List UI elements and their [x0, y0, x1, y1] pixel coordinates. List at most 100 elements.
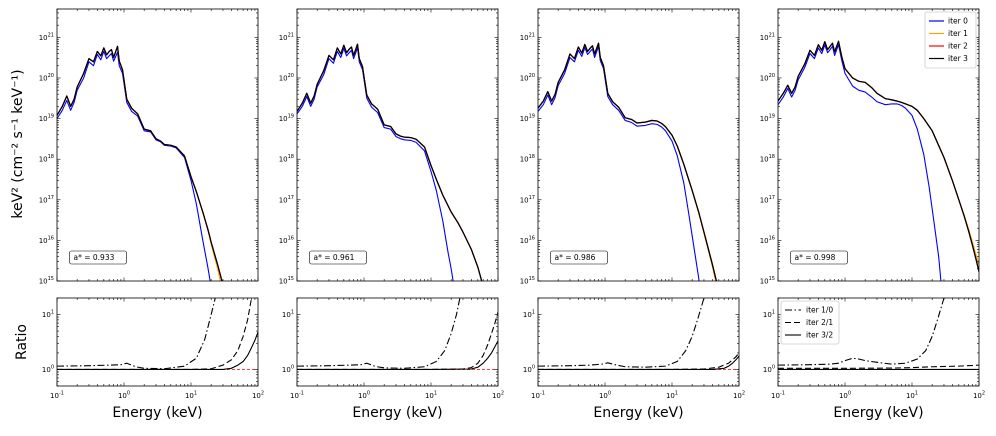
- y-tick-label: 1015: [279, 276, 294, 286]
- spectrum-plot-0: 1015 1016 1017 1018 1019 1020 1021 a* = 0.933: [39, 8, 259, 286]
- x-tick-label: 10-1: [290, 391, 304, 401]
- y-tick-label: 1019: [39, 114, 54, 124]
- plot-frame: [537, 8, 740, 282]
- ratio-line-iter-3-2: [538, 355, 739, 371]
- series-line-iter-2: [778, 40, 979, 272]
- plot-frame: [777, 8, 980, 282]
- x-tick-label: 100: [599, 391, 611, 401]
- y-tick-label: 101: [42, 310, 54, 320]
- legend-label: iter 0: [948, 17, 968, 26]
- ratio-line-iter-1-0: [778, 298, 945, 366]
- x-tick-label: 10-1: [771, 391, 785, 401]
- legend-label: iter 1/0: [806, 306, 833, 315]
- y-tick-label: 1021: [39, 32, 54, 42]
- legend-box: [924, 11, 977, 69]
- x-tick-label: 102: [973, 391, 985, 401]
- ylabel-bottom: Ratio: [14, 324, 30, 360]
- ratio-line-iter-2-1: [297, 312, 498, 371]
- y-tick-label: 1019: [520, 114, 535, 124]
- x-tick-label: 100: [118, 391, 130, 401]
- y-tick-label: 1020: [520, 73, 535, 83]
- ratio-plot-1: 10-1 100 101 102 100 101 Energy (keV): [282, 297, 504, 421]
- y-tick-label: 1019: [760, 114, 775, 124]
- ylabel-top: keV² (cm⁻² s⁻¹ keV⁻¹): [10, 69, 26, 218]
- ratio-series: [538, 298, 739, 371]
- x-tick-label: 102: [733, 391, 745, 401]
- y-tick-label: 1021: [520, 32, 535, 42]
- x-tick-label: 101: [666, 391, 678, 401]
- series-line-iter-0: [778, 44, 942, 281]
- spectrum-series: [778, 40, 979, 281]
- series-line-iter-1: [778, 40, 979, 265]
- y-tick-label: 101: [763, 310, 775, 320]
- y-tick-label: 1021: [279, 32, 294, 42]
- legend-label: iter 1: [948, 29, 968, 38]
- series-line-iter-2: [538, 42, 717, 281]
- y-tick-label: 101: [282, 310, 294, 320]
- plot-frame: [296, 297, 499, 387]
- spin-annotation: a* = 0.998: [790, 250, 848, 265]
- annotation-box: [69, 250, 127, 265]
- x-tick-label: 101: [906, 391, 918, 401]
- y-tick-label: 1017: [39, 195, 54, 205]
- y-tick-label: 1015: [39, 276, 54, 286]
- x-tick-label: 10-1: [50, 391, 64, 401]
- y-tick-label: 1020: [760, 73, 775, 83]
- spectrum-plot-1: 1015 1016 1017 1018 1019 1020 1021 a* = 0.961: [279, 8, 499, 286]
- spectrum-series: [297, 43, 483, 281]
- y-tick-label: 1018: [520, 154, 535, 164]
- y-tick-label: 100: [763, 364, 775, 374]
- x-tick-label: 102: [252, 391, 264, 401]
- y-tick-label: 1016: [760, 235, 775, 245]
- xlabel: Energy (keV): [833, 405, 923, 421]
- y-tick-label: 1017: [279, 195, 294, 205]
- y-tick-label: 1017: [520, 195, 535, 205]
- x-tick-label: 100: [358, 391, 370, 401]
- spin-annotation: a* = 0.986: [550, 250, 608, 265]
- panel-3: 1015 1016 1017 1018 1019 1020 1021 a* = 0.998 it…: [760, 8, 985, 421]
- y-tick-label: 101: [523, 310, 535, 320]
- spectrum-series: [57, 45, 223, 281]
- y-tick-label: 1016: [39, 235, 54, 245]
- annotation-box: [790, 250, 848, 265]
- xlabel: Energy (keV): [593, 405, 683, 421]
- series-line-iter-3: [778, 40, 979, 272]
- ratio-series: [57, 298, 258, 371]
- y-tick-label: 1020: [39, 73, 54, 83]
- y-tick-label: 1016: [279, 235, 294, 245]
- ratio-line-iter-2-1: [538, 352, 739, 371]
- y-tick-label: 1017: [760, 195, 775, 205]
- x-tick-label: 101: [425, 391, 437, 401]
- series-line-iter-1: [297, 43, 483, 281]
- y-tick-label: 1015: [520, 276, 535, 286]
- series-line-iter-3: [57, 45, 223, 281]
- spectrum-plot-3: 1015 1016 1017 1018 1019 1020 1021 a* = 0.998 it…: [760, 8, 980, 286]
- spin-annotation: a* = 0.961: [309, 250, 367, 265]
- y-tick-label: 100: [523, 364, 535, 374]
- y-tick-label: 1016: [520, 235, 535, 245]
- xlabel: Energy (keV): [352, 405, 442, 421]
- ratio-series: [778, 298, 979, 371]
- ratio-line-iter-2-1: [57, 298, 253, 371]
- legend-box: [780, 300, 840, 345]
- series-line-iter-0: [57, 50, 211, 281]
- ratio-line-iter-3-2: [57, 331, 258, 371]
- ratio-legend: iter 1/0 iter 2/1 iter 3/2: [780, 300, 840, 345]
- plot-frame: [296, 8, 499, 282]
- ratio-line-iter-1-0: [297, 298, 461, 369]
- y-tick-label: 1018: [39, 154, 54, 164]
- plot-frame: [56, 8, 259, 282]
- ratio-line-iter-1-0: [538, 298, 705, 368]
- series-line-iter-2: [297, 43, 483, 281]
- legend-label: iter 3: [948, 54, 968, 63]
- x-tick-label: 102: [492, 391, 504, 401]
- x-tick-label: 101: [185, 391, 197, 401]
- spin-annotation-text: a* = 0.961: [314, 253, 355, 262]
- legend-label: iter 2: [948, 42, 968, 51]
- series-line-iter-3: [538, 42, 718, 281]
- legend-label: iter 3/2: [806, 331, 833, 340]
